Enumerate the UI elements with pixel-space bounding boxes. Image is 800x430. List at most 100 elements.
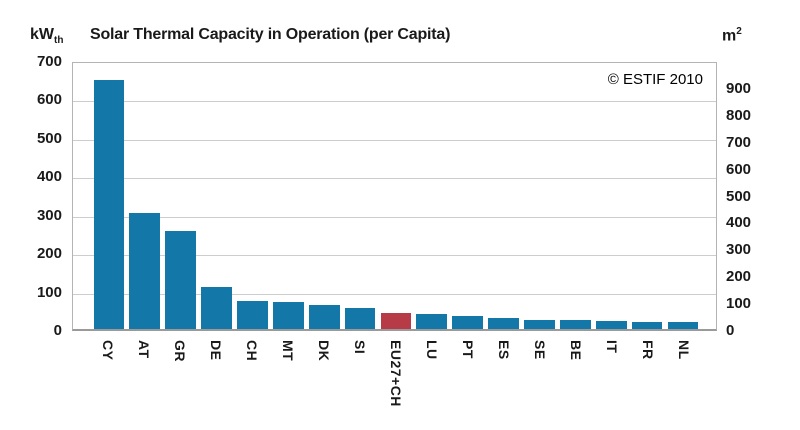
x-label-DE: DE (208, 340, 224, 361)
bar-slot-IT (593, 63, 629, 329)
x-label-cell-IT: IT (594, 340, 630, 425)
x-label-cell-PT: PT (450, 340, 486, 425)
x-label-cell-LU: LU (414, 340, 450, 425)
right-tick-500: 500 (726, 187, 752, 205)
bar-CH (237, 301, 268, 329)
bar-SI (344, 307, 376, 329)
x-label-BE: BE (568, 340, 584, 361)
chart-title: Solar Thermal Capacity in Operation (per… (90, 26, 451, 43)
left-axis-unit-subscript: th (54, 35, 64, 47)
right-tick-600: 600 (726, 160, 752, 178)
bar-PT (452, 315, 484, 329)
gridline-600 (73, 101, 716, 103)
gridline-500 (73, 139, 716, 141)
bar-AT (129, 212, 161, 329)
x-label-cell-ES: ES (486, 340, 522, 425)
bar-EU27+CH (380, 312, 412, 329)
bar-slot-BE (557, 63, 593, 329)
x-axis-labels: CY AT GR DE CH MT DK SI EU27+CH LU PT ES SE BE IT FR NL (72, 340, 717, 425)
x-label-IT: IT (604, 340, 620, 354)
bar-FR (631, 321, 663, 329)
x-label-DK: DK (316, 340, 332, 362)
x-label-SE: SE (532, 340, 548, 360)
right-axis-unit-superscript: 2 (736, 26, 742, 37)
bar-slot-DK (306, 63, 342, 329)
x-label-cell-BE: BE (558, 340, 594, 425)
gridline-200 (73, 255, 716, 257)
bar-slot-CH (235, 63, 271, 329)
gridline-400 (73, 178, 716, 180)
bar-slot-AT (127, 63, 163, 329)
x-label-PT: PT (460, 340, 476, 359)
bar-DK (308, 305, 340, 329)
bar-slot-FR (629, 63, 665, 329)
right-tick-0: 0 (726, 322, 735, 339)
bar-CY (93, 80, 125, 329)
x-label-EU27+CH: EU27+CH (388, 340, 404, 407)
left-tick-300: 300 (36, 206, 62, 224)
left-tick-0: 0 (53, 322, 62, 339)
x-label-NL: NL (676, 340, 692, 360)
bar-slot-LU (414, 63, 450, 329)
plot-area: © ESTIF 2010 (72, 62, 717, 331)
x-label-GR: GR (172, 340, 188, 362)
bar-slot-SI (342, 63, 378, 329)
right-tick-300: 300 (726, 241, 752, 259)
right-axis-unit-text: m (722, 27, 737, 45)
left-tick-600: 600 (36, 91, 62, 109)
gridline-100 (73, 293, 716, 295)
bar-BE (559, 320, 591, 329)
left-tick-100: 100 (36, 283, 62, 301)
bar-DE (201, 286, 232, 329)
x-label-cell-EU27+CH: EU27+CH (378, 340, 414, 425)
x-label-cell-CY: CY (90, 340, 126, 425)
bar-LU (416, 314, 448, 329)
right-tick-700: 700 (726, 133, 752, 151)
x-label-CY: CY (100, 340, 116, 361)
x-label-ES: ES (496, 340, 512, 360)
left-tick-500: 500 (36, 129, 62, 147)
bar-slot-MT (270, 63, 306, 329)
left-axis-ticks: 700 600 500 400 300 200 100 0 (0, 53, 62, 339)
bar-slot-ES (486, 63, 522, 329)
x-label-SI: SI (352, 340, 368, 355)
left-tick-700: 700 (36, 53, 62, 70)
x-label-cell-SI: SI (342, 340, 378, 425)
x-label-cell-MT: MT (270, 340, 306, 425)
right-tick-900: 900 (726, 79, 752, 97)
bar-GR (165, 231, 197, 329)
bar-SE (524, 319, 555, 329)
bar-slot-GR (163, 63, 199, 329)
x-label-MT: MT (280, 340, 296, 362)
bar-slot-DE (199, 63, 235, 329)
x-label-cell-SE: SE (522, 340, 558, 425)
right-tick-400: 400 (726, 214, 752, 232)
right-axis-ticks: 900 800 700 600 500 400 300 200 100 0 (726, 62, 796, 339)
bar-MT (272, 301, 304, 329)
right-tick-800: 800 (726, 106, 752, 124)
bar-series (73, 63, 716, 329)
bar-slot-EU27+CH (378, 63, 414, 329)
right-tick-200: 200 (726, 268, 752, 286)
bar-slot-CY (91, 63, 127, 329)
right-axis-unit-label: m2 (722, 26, 742, 45)
left-axis-unit-text: kW (30, 26, 54, 43)
bar-NL (667, 322, 699, 329)
x-label-LU: LU (424, 340, 440, 360)
x-label-cell-CH: CH (234, 340, 270, 425)
left-tick-200: 200 (36, 245, 62, 263)
bar-ES (488, 318, 519, 329)
bar-slot-SE (522, 63, 558, 329)
gridline-300 (73, 216, 716, 218)
x-label-cell-GR: GR (162, 340, 198, 425)
x-label-cell-DE: DE (198, 340, 234, 425)
bar-slot-PT (450, 63, 486, 329)
x-label-cell-AT: AT (126, 340, 162, 425)
bar-IT (595, 320, 627, 329)
x-label-FR: FR (640, 340, 656, 360)
right-tick-100: 100 (726, 295, 752, 313)
left-tick-400: 400 (36, 168, 62, 186)
bar-slot-NL (665, 63, 701, 329)
copyright-note: © ESTIF 2010 (607, 71, 703, 88)
